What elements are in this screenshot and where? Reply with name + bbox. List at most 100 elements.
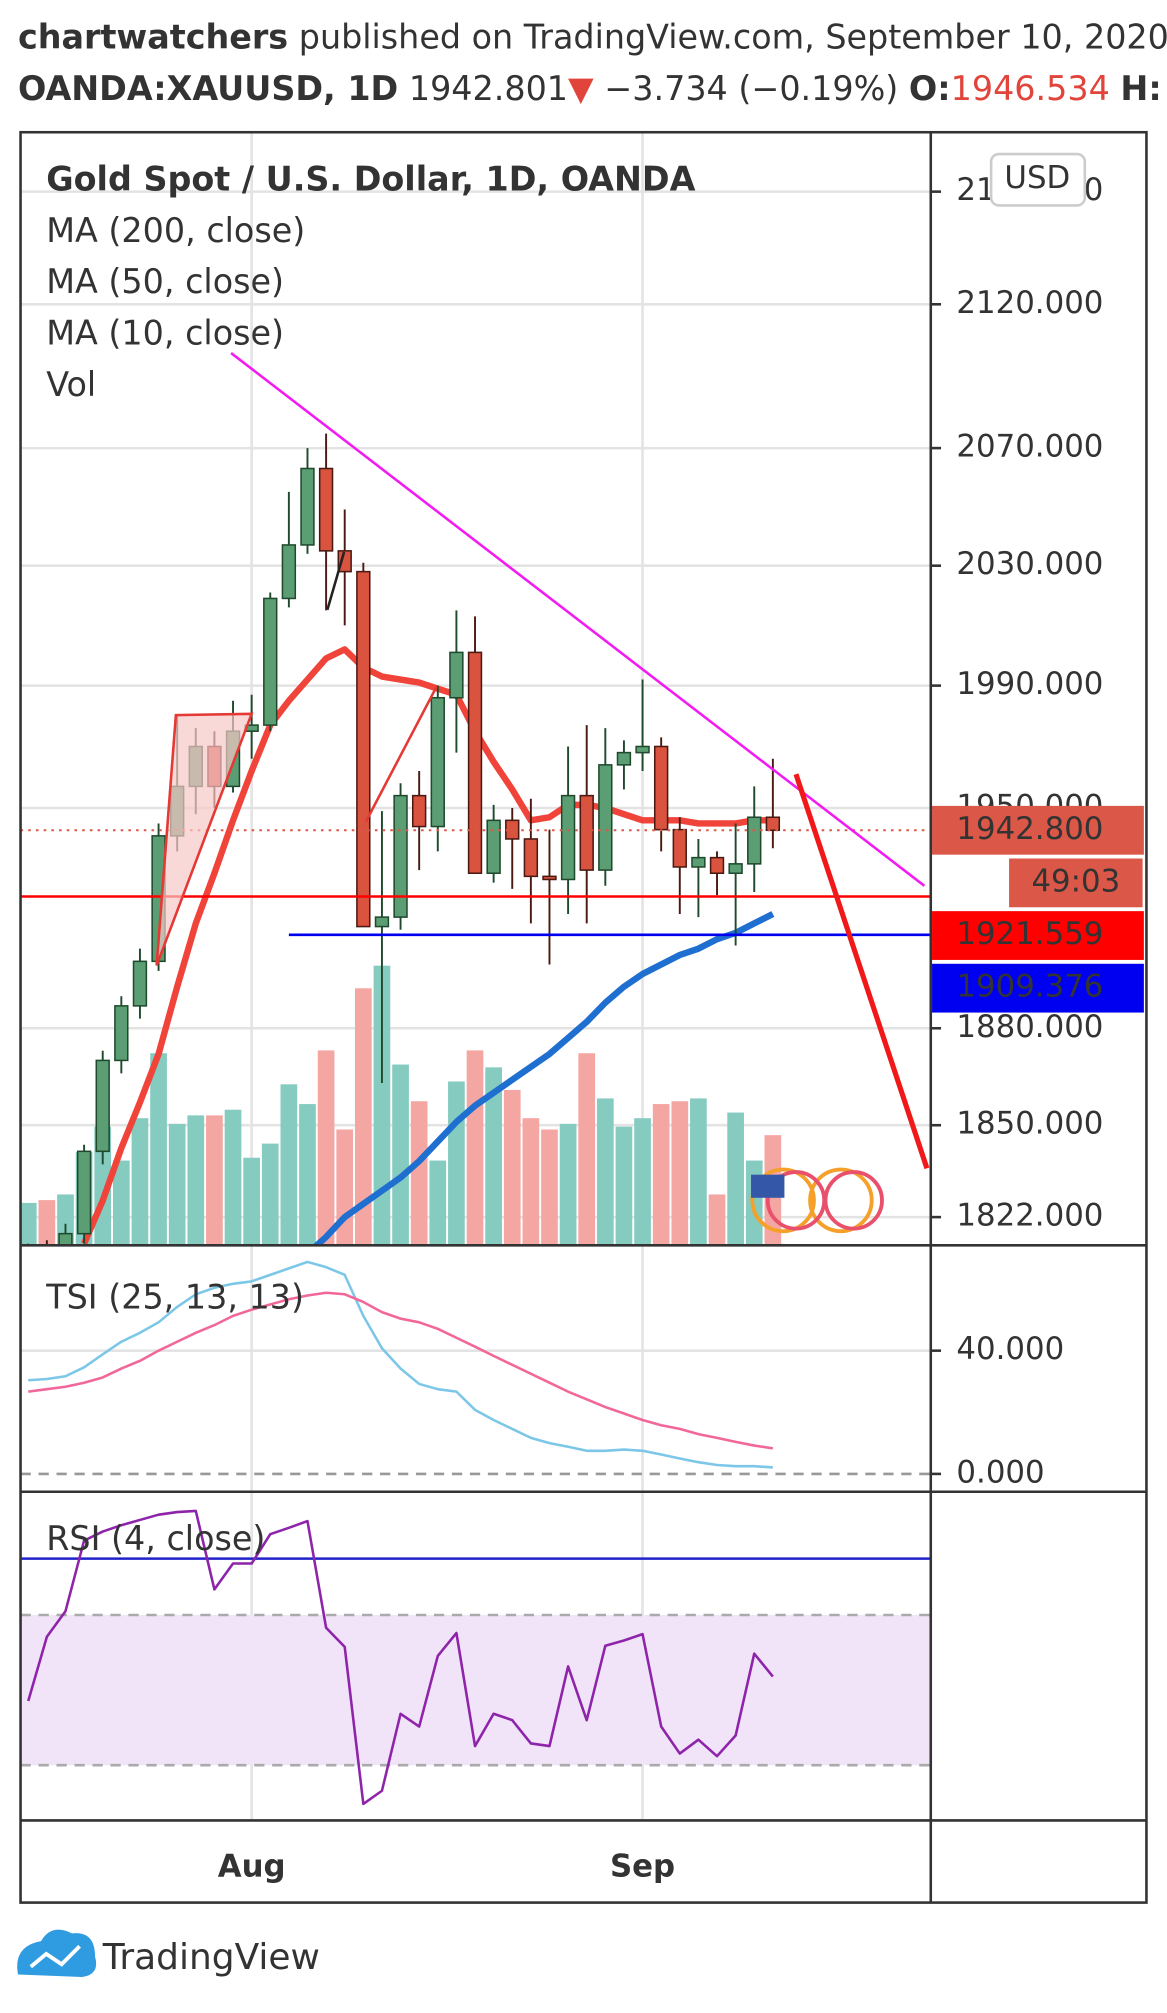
volume-bar <box>38 1200 56 1246</box>
volume-bar <box>503 1089 521 1246</box>
candle-body <box>486 819 501 874</box>
logo-line <box>29 1944 81 1969</box>
header-line-1: chartwatchers published on TradingView.c… <box>18 17 1167 56</box>
candle-body <box>542 875 557 881</box>
header-line-2: OANDA:XAUUSD, 1D 1942.801▼ −3.734 (−0.19… <box>18 68 1162 107</box>
candle-body <box>281 544 297 600</box>
volume-bar <box>671 1101 689 1246</box>
y-tick-label: 2030.000 <box>956 546 1103 582</box>
open-value: 1946.534 <box>951 68 1110 107</box>
indicator-line <box>27 1509 774 1806</box>
legend-entry: MA (10, close) <box>46 314 284 353</box>
open-label: O: <box>909 68 951 107</box>
published: published on TradingView.com, September … <box>299 17 1167 56</box>
countdown-box <box>1009 858 1143 908</box>
event-icons <box>750 1167 884 1234</box>
candle-body <box>635 745 650 754</box>
volume-bar <box>634 1118 651 1246</box>
volume-bar <box>429 1160 447 1246</box>
candle-body <box>709 856 725 874</box>
axis-layer: AugSep2160.0002120.0002070.0002030.00019… <box>45 172 1144 1884</box>
volume-bar <box>392 1064 409 1246</box>
candle-body <box>523 838 539 878</box>
indicator-title: RSI (4, close) <box>46 1519 265 1558</box>
candle-body <box>356 570 371 928</box>
triangle-drawing <box>155 712 254 966</box>
rsi-band-layer <box>20 1613 931 1767</box>
volume-bar <box>596 1098 614 1246</box>
tsi-pane <box>28 1260 774 1469</box>
currency-box <box>989 152 1087 207</box>
candle-body <box>318 467 334 552</box>
legend-entry: Vol <box>46 365 96 404</box>
countdown: 49:03 <box>1031 863 1120 899</box>
volume-bar <box>112 1160 130 1246</box>
candle-body <box>393 794 408 918</box>
event-icon <box>750 1167 816 1234</box>
candle-body <box>579 794 594 871</box>
x-tick-label: Sep <box>610 1848 675 1884</box>
legend-entry: MA (200, close) <box>46 211 305 250</box>
volume-bar <box>466 1050 484 1246</box>
candle-body <box>560 794 576 881</box>
flag <box>751 1174 785 1198</box>
moving-average <box>311 911 775 1246</box>
price-label-box <box>932 963 1144 1013</box>
candle-body <box>616 751 632 766</box>
candle-body <box>114 1005 129 1062</box>
volume-bar <box>354 988 372 1246</box>
last-price: 1942.801 <box>409 68 568 107</box>
candle-body <box>374 916 390 928</box>
change-arrow: ▼ <box>568 68 594 107</box>
volume-bar <box>559 1123 577 1246</box>
volume-bar <box>708 1194 726 1246</box>
candle-body <box>300 467 315 546</box>
volume-bar <box>261 1143 279 1246</box>
y-tick-label: 2070.000 <box>956 429 1103 465</box>
volume-bar <box>131 1118 149 1246</box>
volume-bar <box>541 1129 558 1246</box>
rsi-pane <box>20 1509 931 1806</box>
candle-body <box>747 816 762 865</box>
candle-body <box>411 794 427 828</box>
event-icon <box>823 1170 884 1231</box>
volume-bar <box>373 965 391 1246</box>
candle-body <box>691 856 706 868</box>
volume-bar <box>485 1067 502 1246</box>
y-tick-label: 40.000 <box>956 1331 1064 1367</box>
price-label-box <box>932 911 1144 960</box>
volume-bar <box>280 1084 298 1246</box>
volume-bar <box>448 1081 465 1246</box>
volume-bar <box>243 1157 260 1246</box>
volume-bar <box>578 1053 596 1246</box>
candle-body <box>653 745 669 831</box>
volume-bar <box>522 1118 540 1246</box>
volume-bar <box>187 1115 205 1246</box>
volume-bar <box>727 1112 744 1246</box>
volume-bar <box>20 1202 37 1246</box>
symbol: OANDA:XAUUSD, 1D <box>18 68 398 107</box>
legend-entry: MA (50, close) <box>46 262 284 301</box>
indicator-line <box>28 1260 773 1469</box>
y-tick-label: 2120.000 <box>956 285 1103 321</box>
y-tick-label: 1880.000 <box>956 1009 1103 1045</box>
high-label: H: <box>1120 68 1161 107</box>
candle-body <box>598 764 613 871</box>
trend-drawing <box>364 686 438 823</box>
y-tick-label: 1990.000 <box>956 666 1103 702</box>
price-label: 1942.800 <box>956 811 1103 847</box>
candle-body <box>263 597 278 726</box>
price-label: 1921.559 <box>956 916 1103 952</box>
trend-drawing <box>326 551 346 611</box>
logo-cloud <box>17 1929 97 1978</box>
volume-bar <box>317 1050 335 1246</box>
frame <box>19 130 1148 1904</box>
indicator-line <box>28 1291 774 1450</box>
projection-arrow <box>793 773 930 1170</box>
candle-body <box>765 816 781 832</box>
volume-bar <box>410 1101 428 1246</box>
candle-body <box>467 651 483 874</box>
event-icon <box>808 1167 874 1234</box>
